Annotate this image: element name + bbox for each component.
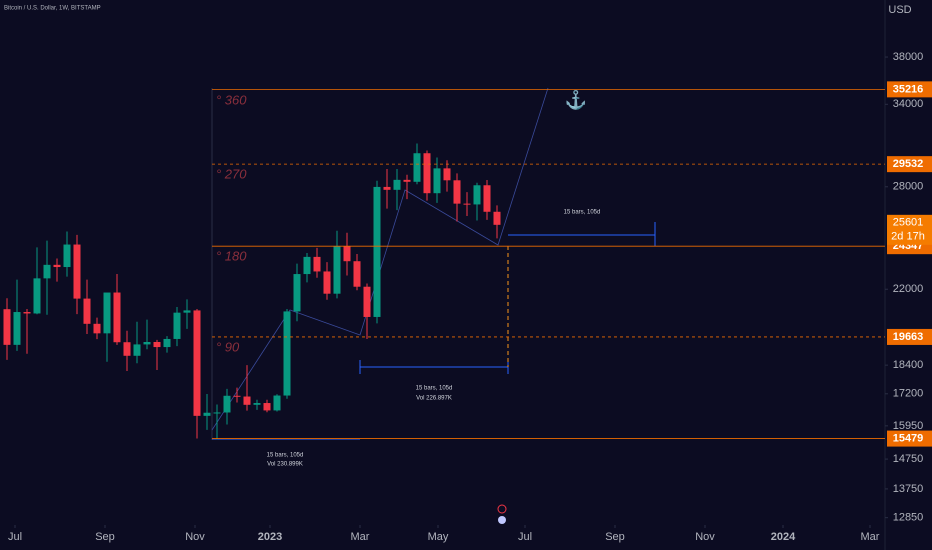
x-tick-label: Sep: [605, 531, 625, 543]
candle-body: [3, 309, 11, 345]
y-tick-label: 13750: [893, 483, 924, 495]
level-label-box: [887, 430, 932, 447]
y-tick-label: 18400: [893, 359, 924, 371]
candle-body: [493, 211, 501, 225]
countdown-label: 2d 17h: [891, 231, 925, 243]
measure-text: Vol 230.899K: [267, 462, 303, 468]
candle-body: [103, 292, 111, 334]
candle-body: [223, 395, 231, 413]
x-tick-label: Nov: [185, 531, 205, 543]
candle-body: [423, 153, 431, 194]
level-label-box: [887, 328, 932, 345]
measure-text: 15 bars, 105d: [564, 210, 601, 216]
x-tick-label: Jul: [518, 531, 532, 543]
candle-body: [333, 246, 341, 294]
x-tick-label: May: [428, 531, 449, 543]
candle-body: [23, 312, 31, 314]
candle-body: [93, 323, 101, 334]
candle-body: [363, 286, 371, 317]
y-tick-label: 28000: [893, 181, 924, 193]
candle-body: [123, 342, 131, 356]
measure-text: 15 bars, 105d: [416, 386, 453, 392]
event-icon: [498, 516, 506, 524]
level-label: 29532: [893, 158, 924, 170]
candle-body: [203, 412, 211, 416]
candle-body: [383, 186, 391, 190]
angle-label: ° 90: [216, 339, 240, 354]
anchor-icon: ⚓: [565, 89, 587, 110]
last-price-box: [887, 214, 932, 245]
candle-body: [353, 261, 361, 287]
candle-body: [213, 412, 221, 414]
candle-body: [393, 179, 401, 190]
candle-body: [283, 311, 291, 396]
candle-body: [83, 298, 91, 324]
level-label: 19663: [893, 331, 924, 343]
candle-body: [53, 264, 61, 268]
measure-text: 15 bars, 105d: [267, 453, 304, 459]
candle-body: [263, 403, 271, 411]
symbol-title: Bitcoin / U.S. Dollar, 1W, BITSTAMP: [4, 6, 101, 12]
y-tick-label: 34000: [893, 98, 924, 110]
candle-body: [453, 180, 461, 204]
y-tick-label: 12850: [893, 512, 924, 524]
candle-body: [463, 203, 471, 205]
event-icon: [497, 504, 507, 514]
y-tick-label: 17200: [893, 388, 924, 400]
level-label-box: [887, 156, 932, 173]
y-tick-label: 38000: [893, 51, 924, 63]
candle-body: [253, 403, 261, 405]
candle-body: [483, 185, 491, 212]
trend-line: [211, 87, 549, 431]
x-tick-label: Mar: [861, 531, 880, 543]
candle-body: [433, 168, 441, 194]
x-tick-label: 2023: [258, 531, 282, 543]
x-tick-label: 2024: [771, 531, 796, 543]
candle-body: [273, 395, 281, 411]
currency: USD: [888, 4, 911, 16]
candle-body: [243, 396, 251, 405]
candle-body: [183, 310, 191, 313]
x-tick-label: Jul: [8, 531, 22, 543]
x-tick-label: Mar: [351, 531, 370, 543]
y-tick-label: 15950: [893, 420, 924, 432]
measure-text: Vol 226.897K: [416, 396, 452, 402]
candle-body: [43, 264, 51, 279]
candle-body: [373, 186, 381, 317]
candle-body: [153, 342, 161, 348]
candle-body: [13, 312, 21, 345]
level-label: 35216: [893, 83, 924, 95]
candle-body: [33, 278, 41, 314]
candle-body: [343, 246, 351, 262]
candle-body: [163, 338, 171, 348]
candle-body: [193, 310, 201, 416]
level-label: 15479: [893, 432, 924, 444]
angle-label: ° 360: [216, 92, 247, 107]
y-tick-label: 14750: [893, 453, 924, 465]
candle-body: [303, 256, 311, 275]
x-tick-label: Nov: [695, 531, 715, 543]
candle-body: [443, 168, 451, 181]
candle-body: [233, 395, 241, 397]
candle-body: [413, 153, 421, 182]
angle-label: ° 270: [216, 166, 247, 181]
candle-body: [113, 292, 121, 343]
level-label-box: [887, 81, 932, 98]
candle-body: [173, 312, 181, 339]
last-price-label: 25601: [893, 217, 924, 229]
candle-body: [63, 244, 71, 268]
candle-body: [133, 344, 141, 356]
y-tick-label: 22000: [893, 283, 924, 295]
candle-body: [323, 271, 331, 294]
candle-body: [293, 274, 301, 312]
candle-body: [143, 342, 151, 345]
x-tick-label: Sep: [95, 531, 115, 543]
angle-label: ° 180: [216, 248, 247, 263]
candle-body: [473, 185, 481, 205]
candle-body: [313, 256, 321, 272]
candle-body: [73, 244, 81, 299]
candle-body: [403, 179, 411, 182]
